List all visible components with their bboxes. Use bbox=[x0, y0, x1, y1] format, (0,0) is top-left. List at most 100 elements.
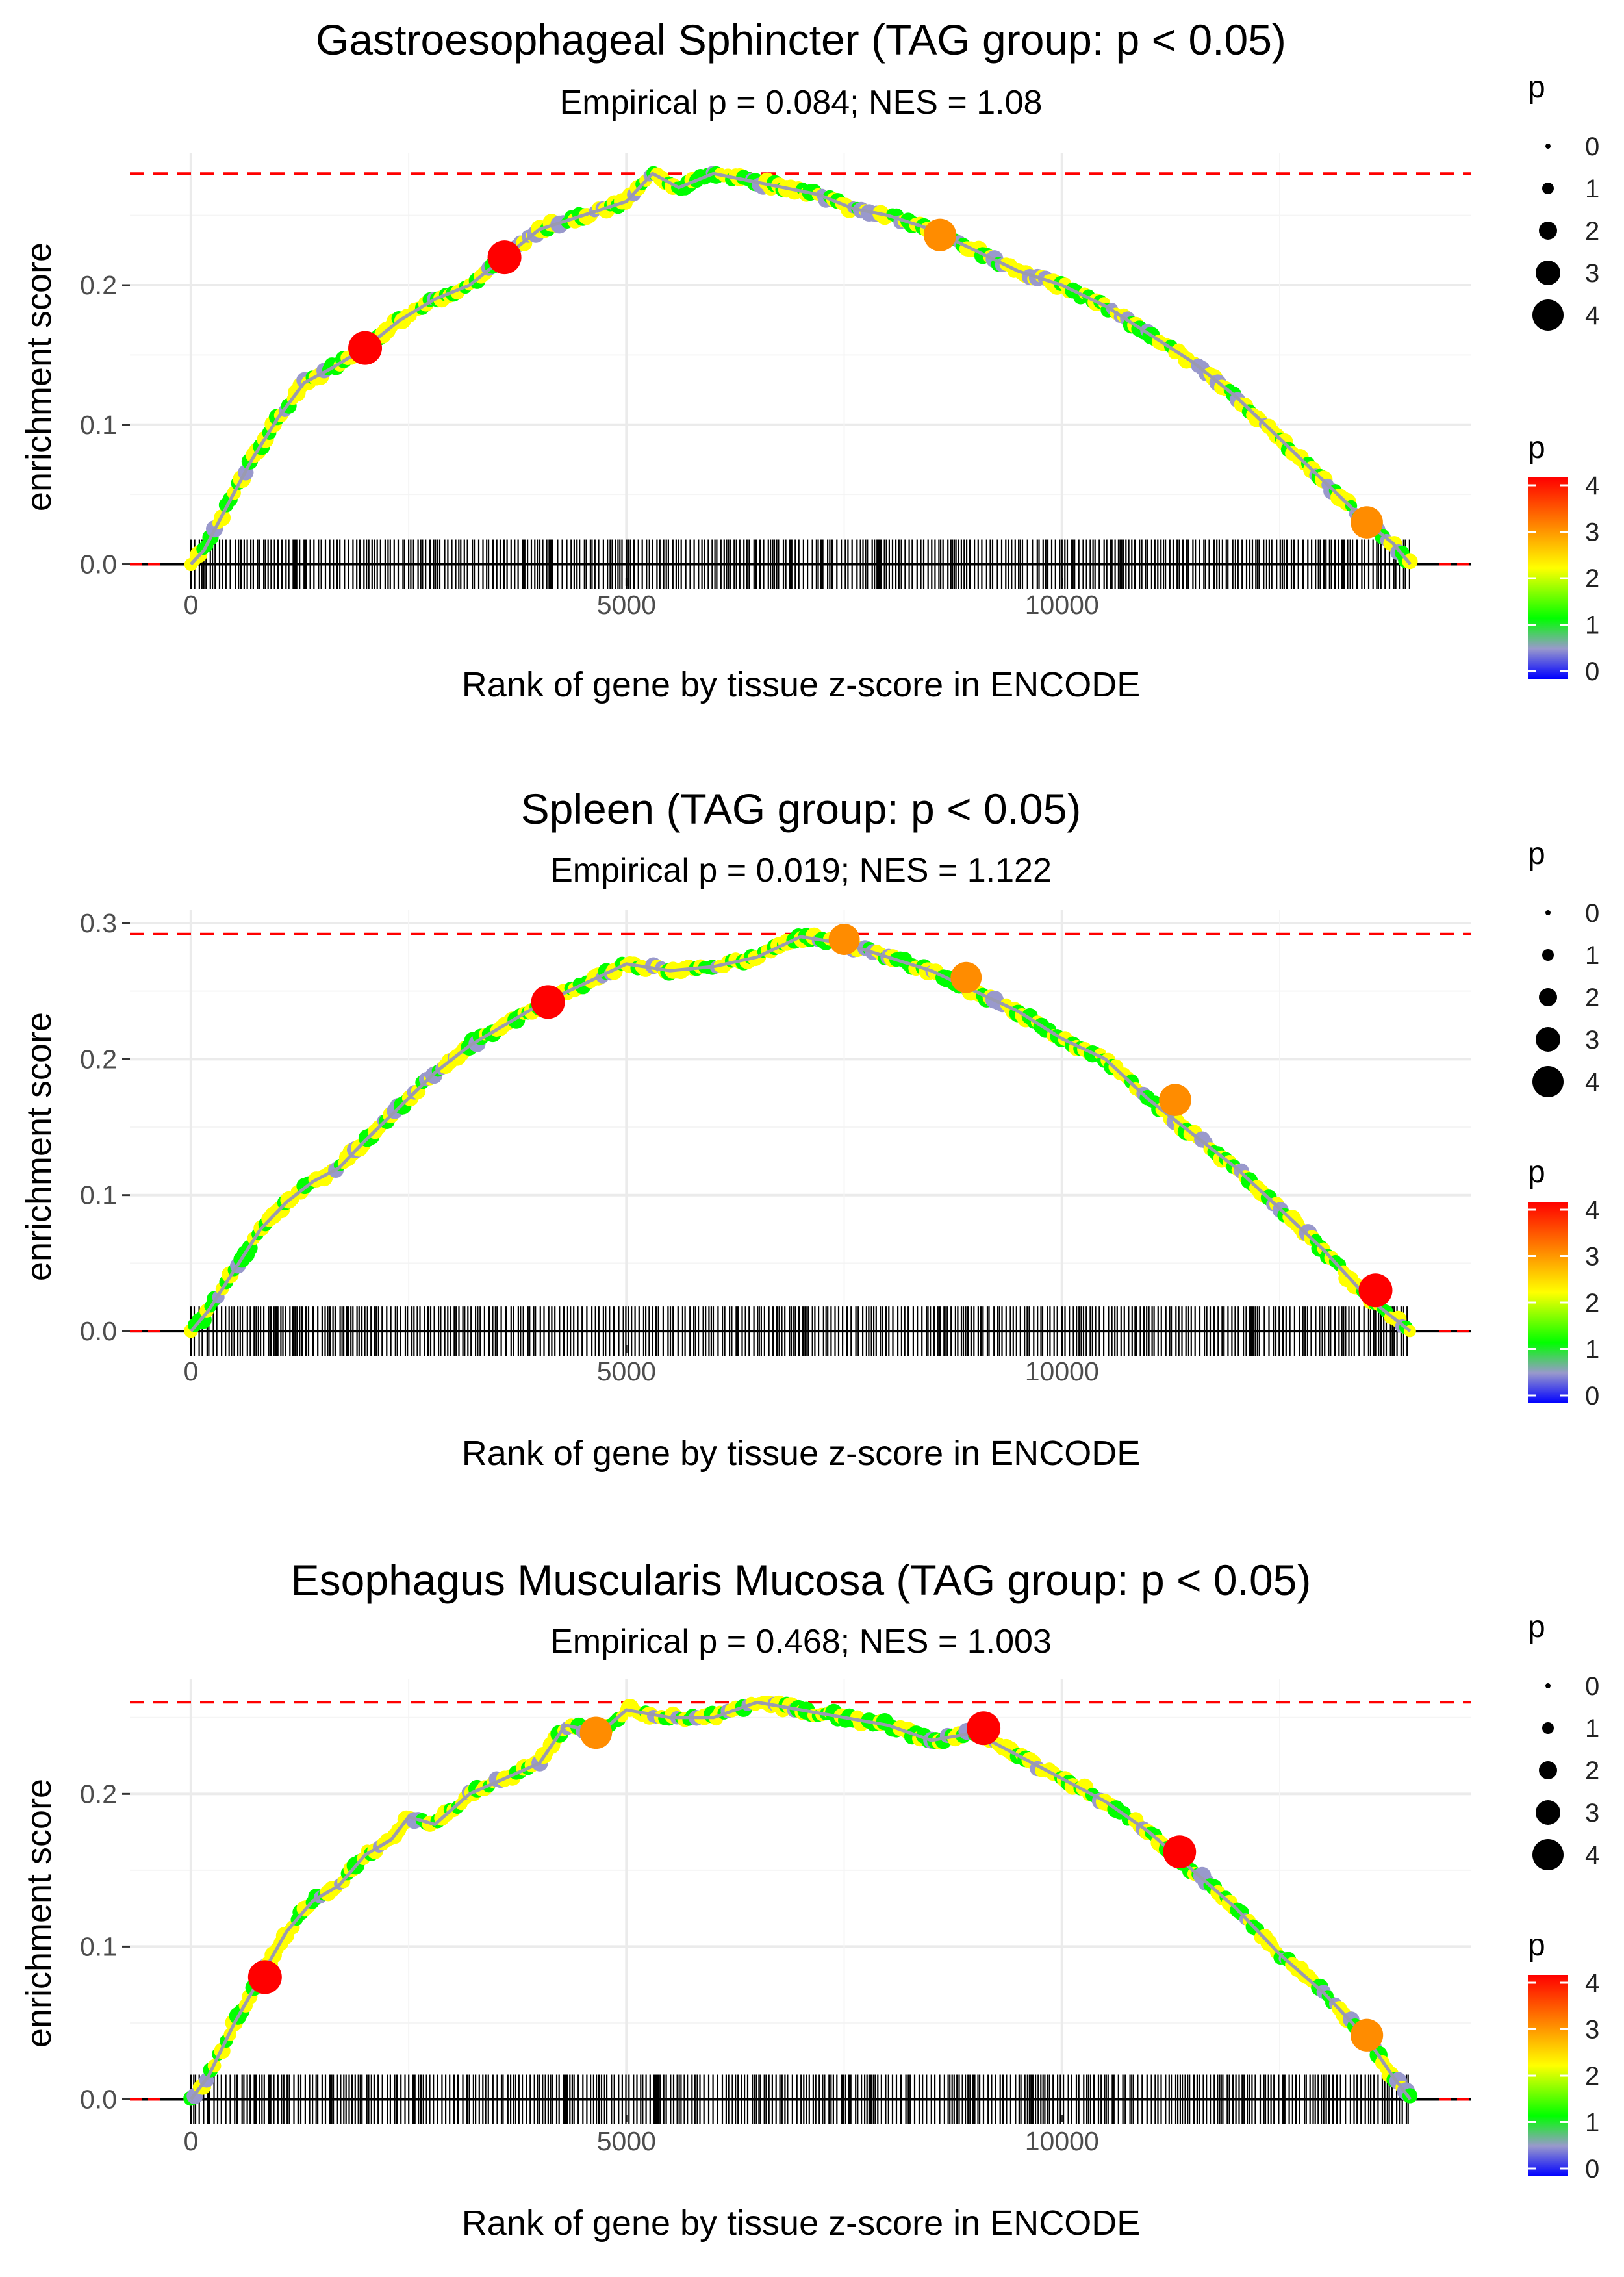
x-tick-label: 10000 bbox=[1025, 2126, 1099, 2156]
curve-line bbox=[189, 935, 1412, 1333]
color-legend-label: 4 bbox=[1585, 472, 1599, 500]
highlight-gene-point bbox=[1358, 1273, 1393, 1308]
color-legend-label: 0 bbox=[1585, 1382, 1599, 1410]
color-legend-label: 2 bbox=[1585, 565, 1599, 593]
panel-1-title: Gastroesophageal Sphincter (TAG group: p… bbox=[316, 16, 1286, 64]
color-legend-title: p bbox=[1528, 1155, 1545, 1189]
panel-2: Spleen (TAG group: p < 0.05) Empirical p… bbox=[19, 785, 1471, 1473]
color-legend-label: 2 bbox=[1585, 2062, 1599, 2091]
size-legend-label: 4 bbox=[1585, 1841, 1599, 1870]
panel-3-subtitle: Empirical p = 0.468; NES = 1.003 bbox=[550, 1623, 1052, 1660]
panel-1: Gastroesophageal Sphincter (TAG group: p… bbox=[19, 16, 1471, 704]
size-legend-dot bbox=[1536, 1800, 1560, 1825]
panel-3-title: Esophagus Muscularis Mucosa (TAG group: … bbox=[291, 1556, 1312, 1604]
size-legend-title: p bbox=[1528, 70, 1545, 105]
y-tick-label: 0.0 bbox=[80, 2084, 117, 2114]
size-legend-label: 3 bbox=[1585, 1026, 1599, 1054]
y-tick-label: 0.3 bbox=[80, 908, 117, 938]
size-legend-dot bbox=[1542, 183, 1554, 194]
size-legend-label: 1 bbox=[1585, 1714, 1599, 1743]
x-tick-label: 10000 bbox=[1025, 1356, 1099, 1386]
size-legend-label: 1 bbox=[1585, 175, 1599, 203]
panel-3-plot: 0.0 0.1 0.2 0 5000 10000 bbox=[80, 1679, 1471, 2156]
enrichment-curve bbox=[184, 166, 1418, 572]
size-legend-title: p bbox=[1528, 837, 1545, 871]
x-tick-label: 10000 bbox=[1025, 590, 1099, 620]
size-legend-label: 2 bbox=[1585, 1757, 1599, 1785]
size-legend-dot bbox=[1542, 1722, 1554, 1734]
panel-1-y-axis-title: enrichment score bbox=[19, 242, 58, 511]
size-legend-label: 4 bbox=[1585, 301, 1599, 330]
highlight-gene-point bbox=[828, 924, 860, 955]
color-legend-title: p bbox=[1528, 1928, 1545, 1963]
panel-2-legend: p 0 1 2 3 4 p 4 3 2 1 0 bbox=[1528, 837, 1599, 1410]
size-legend-dot bbox=[1532, 299, 1564, 331]
size-legend-dot bbox=[1545, 1683, 1551, 1688]
x-tick-label: 0 bbox=[183, 590, 198, 620]
color-legend-label: 1 bbox=[1585, 611, 1599, 640]
y-tick-label: 0.2 bbox=[80, 270, 117, 300]
color-legend-label: 3 bbox=[1585, 2016, 1599, 2044]
size-legend-label: 3 bbox=[1585, 1799, 1599, 1827]
size-legend-dot bbox=[1539, 1761, 1557, 1779]
highlight-gene-point bbox=[1350, 2018, 1384, 2052]
highlight-gene-point bbox=[487, 240, 522, 275]
panel-1-legend: p 0 1 2 3 4 p 4 3 2 1 0 bbox=[1528, 70, 1599, 686]
size-legend-label: 4 bbox=[1585, 1068, 1599, 1097]
size-legend-dot bbox=[1536, 1027, 1560, 1052]
x-tick-label: 5000 bbox=[597, 1356, 656, 1386]
panel-3-legend: p 0 1 2 3 4 p 4 3 2 1 0 bbox=[1528, 1610, 1599, 2183]
y-tick-label: 0.1 bbox=[80, 1931, 117, 1961]
highlight-gene-point bbox=[247, 1960, 282, 1994]
size-legend-label: 2 bbox=[1585, 217, 1599, 246]
x-tick-label: 0 bbox=[183, 1356, 198, 1386]
size-legend-dot bbox=[1545, 144, 1551, 149]
x-tick-label: 5000 bbox=[597, 2126, 656, 2156]
panel-2-title: Spleen (TAG group: p < 0.05) bbox=[521, 785, 1082, 833]
highlight-gene-point bbox=[1351, 506, 1383, 539]
panel-3-x-axis-title: Rank of gene by tissue z-score in ENCODE bbox=[462, 2204, 1140, 2243]
enrichment-curve bbox=[183, 1695, 1418, 2106]
size-legend-dot bbox=[1532, 1066, 1564, 1097]
highlight-gene-point bbox=[531, 985, 565, 1019]
color-legend-label: 3 bbox=[1585, 1243, 1599, 1271]
y-tick-label: 0.1 bbox=[80, 410, 117, 440]
curve-line bbox=[190, 172, 1412, 566]
size-legend-dot bbox=[1539, 222, 1557, 240]
panel-1-subtitle: Empirical p = 0.084; NES = 1.08 bbox=[560, 84, 1043, 121]
y-tick-label: 0.2 bbox=[80, 1044, 117, 1074]
highlight-gene-point bbox=[348, 331, 383, 365]
size-legend-dot bbox=[1539, 988, 1557, 1006]
size-legend-dot bbox=[1542, 949, 1554, 961]
size-legend-label: 2 bbox=[1585, 984, 1599, 1012]
highlight-gene-point bbox=[950, 961, 982, 993]
panel-2-x-axis-title: Rank of gene by tissue z-score in ENCODE bbox=[462, 1434, 1140, 1473]
highlight-gene-point bbox=[967, 1711, 1001, 1746]
size-legend-dot bbox=[1536, 261, 1560, 285]
color-legend-label: 2 bbox=[1585, 1289, 1599, 1317]
size-legend-title: p bbox=[1528, 1610, 1545, 1644]
size-legend-dot bbox=[1545, 910, 1551, 915]
x-tick-label: 0 bbox=[183, 2126, 198, 2156]
highlight-gene-point bbox=[1159, 1084, 1191, 1116]
panel-2-y-axis-title: enrichment score bbox=[19, 1012, 58, 1281]
panel-2-plot: 0.0 0.1 0.2 0.3 0 5000 10000 bbox=[80, 908, 1471, 1386]
enrichment-curve bbox=[184, 927, 1416, 1338]
color-legend-label: 3 bbox=[1585, 518, 1599, 547]
y-tick-label: 0.0 bbox=[80, 1316, 117, 1346]
color-legend-label: 4 bbox=[1585, 1969, 1599, 1998]
size-legend-label: 3 bbox=[1585, 259, 1599, 288]
x-tick-label: 5000 bbox=[597, 590, 656, 620]
color-legend-label: 0 bbox=[1585, 2155, 1599, 2183]
color-legend-label: 0 bbox=[1585, 657, 1599, 686]
size-legend-label: 0 bbox=[1585, 133, 1599, 161]
size-legend-label: 1 bbox=[1585, 941, 1599, 970]
size-legend-label: 0 bbox=[1585, 899, 1599, 928]
panel-3: Esophagus Muscularis Mucosa (TAG group: … bbox=[19, 1556, 1471, 2243]
panel-1-plot: 0.0 0.1 0.2 0 5000 10000 bbox=[80, 153, 1471, 620]
y-tick-label: 0.2 bbox=[80, 1779, 117, 1809]
y-tick-label: 0.1 bbox=[80, 1180, 117, 1210]
panel-1-x-axis-title: Rank of gene by tissue z-score in ENCODE bbox=[462, 665, 1140, 704]
size-legend-dot bbox=[1532, 1839, 1564, 1870]
